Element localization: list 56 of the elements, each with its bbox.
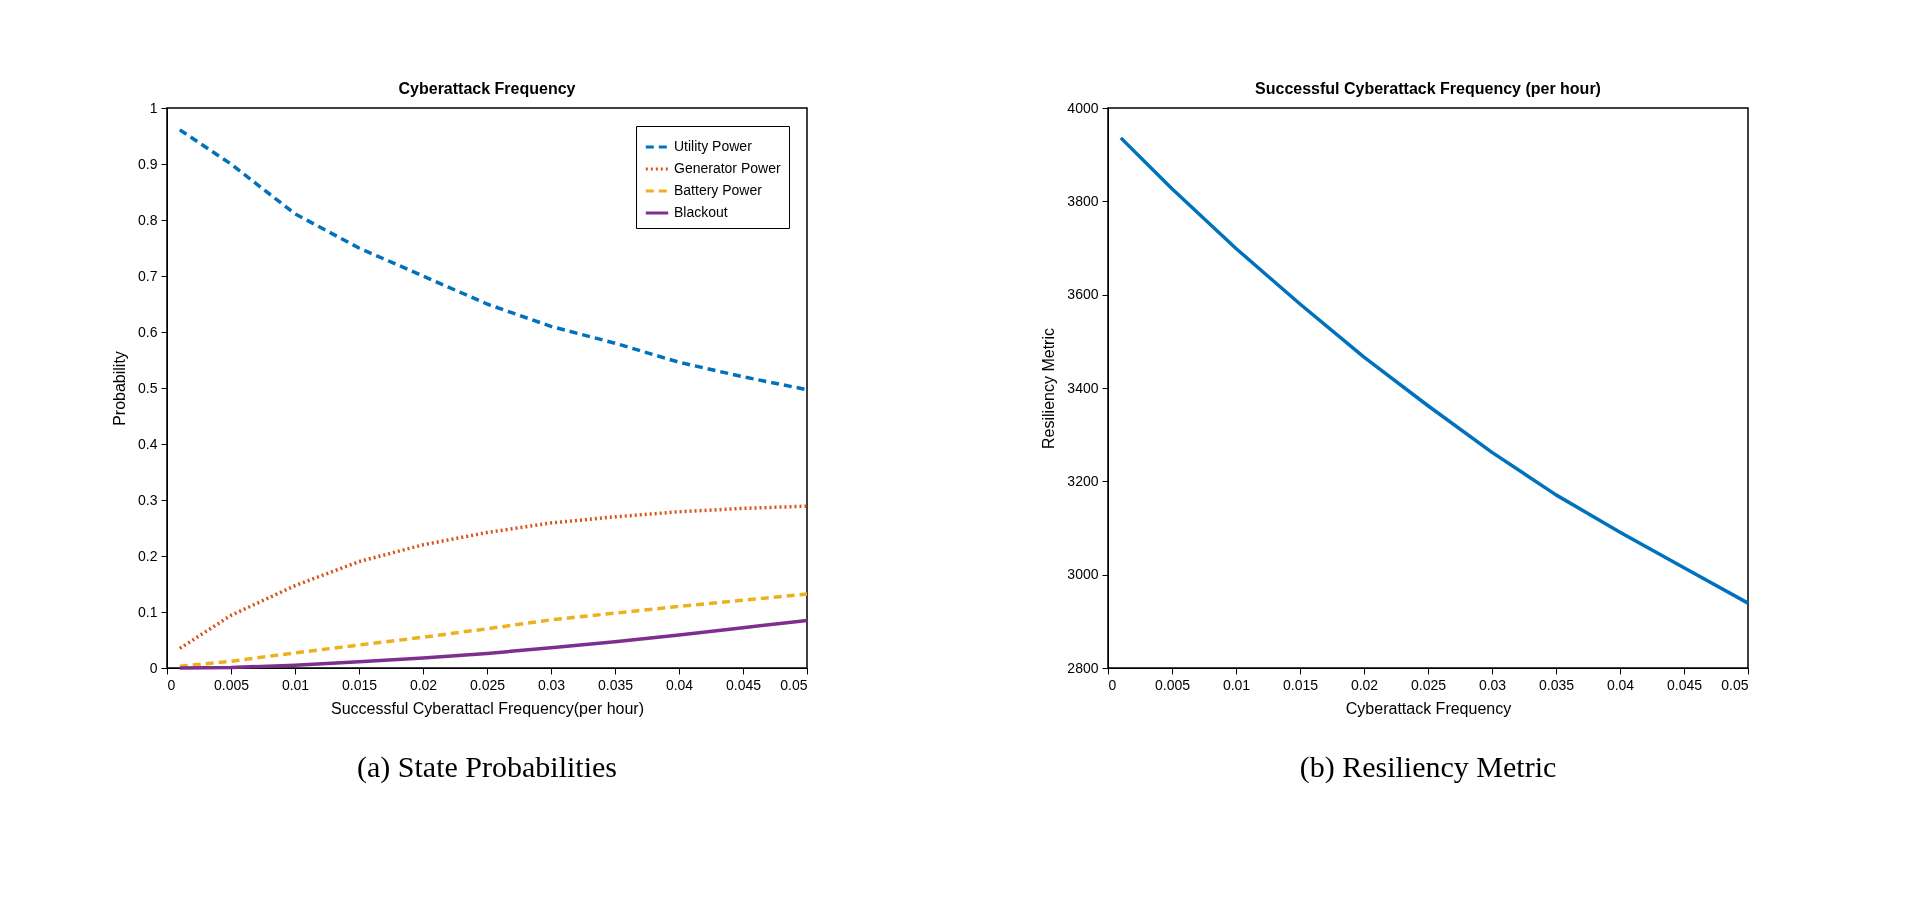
y-tick-label: 2800 [1067, 659, 1099, 676]
y-tick-label: 0.3 [138, 491, 158, 508]
chart-title: Successful Cyberattack Frequency (per hour) [1255, 80, 1601, 97]
y-tick-label: 3800 [1067, 192, 1099, 209]
y-tick-label: 0.8 [138, 211, 158, 228]
y-axis-title: Resiliency Metric [1040, 328, 1058, 449]
y-tick-label: 3400 [1067, 379, 1099, 396]
x-tick-label: 0.015 [1282, 676, 1319, 693]
line-series [178, 504, 809, 651]
line-series [1119, 136, 1750, 605]
x-tick-label: 0.045 [1666, 676, 1703, 693]
x-tick-label: 0.03 [1478, 676, 1507, 693]
y-tick-label: 0.5 [138, 379, 158, 396]
y-tick-label: 0.4 [138, 435, 158, 452]
x-tick-label: 0 [167, 676, 176, 693]
text: (b) Resiliency Metric [1299, 750, 1557, 784]
x-tick-label: 0.04 [665, 676, 694, 693]
x-tick-label: 0.02 [1350, 676, 1379, 693]
legend-label: Battery Power [674, 182, 763, 198]
x-tick-label: 0.03 [537, 676, 566, 693]
y-axis-title: Probability [111, 351, 129, 426]
x-tick-label: 0.015 [341, 676, 378, 693]
text: (a) State Probabilities [357, 750, 617, 784]
y-tick-label: 3000 [1067, 566, 1099, 583]
legend-label: Blackout [674, 204, 728, 220]
y-tick-label: 0.6 [138, 323, 158, 340]
y-tick-label: 0.1 [138, 603, 158, 620]
x-tick-label: 0.005 [213, 676, 250, 693]
x-tick-label: 0.05 [780, 676, 808, 693]
x-tick-label: 0.035 [1538, 676, 1575, 693]
x-tick-label: 0.025 [1410, 676, 1447, 693]
y-tick-label: 3600 [1067, 286, 1099, 303]
x-tick-label: 0.02 [409, 676, 438, 693]
y-tick-label: 1 [149, 99, 158, 116]
chart-title: Cyberattack Frequency [398, 80, 576, 97]
y-tick-label: 0.7 [138, 267, 158, 284]
x-tick-label: 0.045 [725, 676, 762, 693]
x-axis-title: Cyberattack Frequency [1345, 699, 1512, 717]
line-series [178, 592, 809, 669]
x-axis-title: Successful Cyberattacl Frequency(per hour) [330, 699, 645, 717]
x-tick-label: 0.035 [597, 676, 634, 693]
x-tick-label: 0.04 [1606, 676, 1635, 693]
x-tick-label: 0.05 [1721, 676, 1749, 693]
x-tick-label: 0.025 [469, 676, 506, 693]
y-tick-label: 4000 [1067, 99, 1099, 116]
legend-label: Utility Power [674, 138, 753, 154]
x-tick-label: 0 [1108, 676, 1117, 693]
y-tick-label: 3200 [1067, 472, 1099, 489]
legend-label: Generator Power [674, 160, 781, 176]
x-tick-label: 0.01 [1222, 676, 1251, 693]
y-tick-label: 0 [149, 659, 158, 676]
line-series [178, 618, 809, 670]
x-tick-label: 0.005 [1154, 676, 1191, 693]
y-tick-label: 0.2 [138, 547, 158, 564]
x-tick-label: 0.01 [281, 676, 310, 693]
y-tick-label: 0.9 [138, 155, 158, 172]
